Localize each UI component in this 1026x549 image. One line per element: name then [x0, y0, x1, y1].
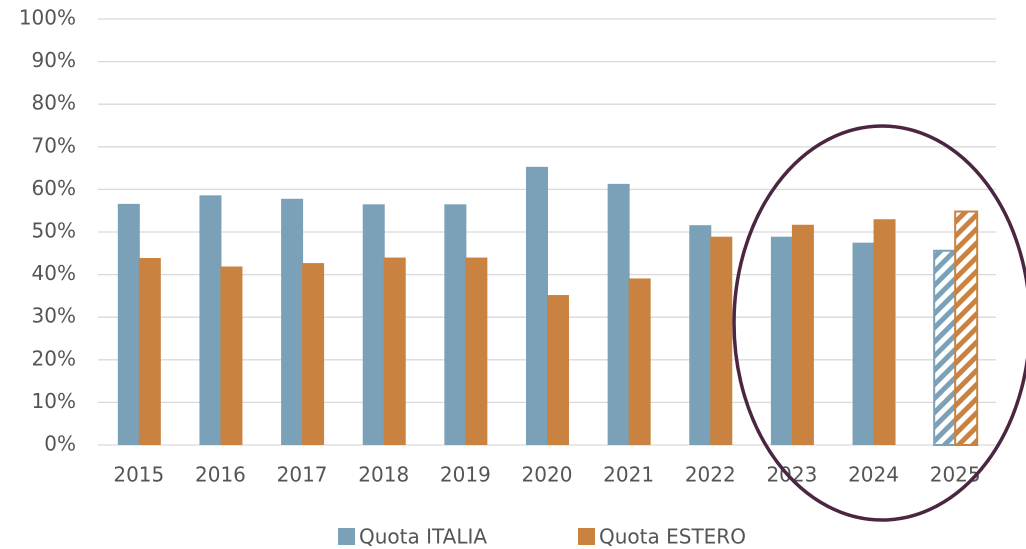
bar — [954, 210, 979, 446]
bar — [199, 195, 222, 445]
bar — [302, 263, 325, 445]
bar — [444, 204, 467, 445]
bar — [873, 219, 896, 445]
bar — [791, 224, 814, 445]
y-tick-label: 70% — [32, 133, 76, 157]
x-tick-label: 2024 — [848, 463, 899, 487]
y-tick-label: 80% — [32, 91, 76, 115]
legend-label: Quota ITALIA — [359, 525, 487, 549]
legend-swatch — [578, 528, 595, 545]
y-tick-label: 50% — [32, 219, 76, 243]
y-tick-label: 60% — [32, 176, 76, 200]
x-tick-label: 2016 — [195, 463, 246, 487]
legend-label: Quota ESTERO — [599, 525, 746, 549]
bar — [710, 236, 733, 445]
x-tick-label: 2025 — [930, 463, 981, 487]
x-tick-label: 2015 — [113, 463, 164, 487]
y-tick-label: 90% — [32, 48, 76, 72]
bar — [770, 236, 793, 445]
bar — [465, 257, 488, 445]
x-tick-label: 2023 — [766, 463, 817, 487]
bar — [852, 242, 875, 445]
highlight-ellipse — [732, 124, 1026, 522]
bar — [547, 295, 569, 445]
bar — [117, 203, 140, 445]
bar — [526, 166, 548, 445]
bar — [281, 198, 304, 445]
x-tick-label: 2020 — [522, 463, 573, 487]
bar — [138, 257, 161, 445]
x-tick-label: 2019 — [440, 463, 491, 487]
bar — [220, 266, 243, 445]
bar — [628, 278, 651, 445]
legend-swatch — [338, 528, 355, 545]
bar — [383, 257, 406, 445]
y-tick-label: 40% — [32, 261, 76, 285]
x-tick-label: 2021 — [603, 463, 654, 487]
plot-area: 0% 10% 20% 30% 40% 50% 60% 70% 80% 90% 100% 2015 201… — [19, 6, 996, 549]
x-tick-label: 2022 — [685, 463, 736, 487]
y-tick-label: 0% — [44, 432, 76, 456]
bar — [362, 204, 385, 445]
y-tick-label: 100% — [19, 6, 76, 30]
x-tick-label: 2018 — [358, 463, 409, 487]
bar — [933, 249, 958, 446]
y-tick-label: 30% — [32, 304, 76, 328]
y-tick-label: 10% — [32, 389, 76, 413]
bar — [607, 183, 630, 445]
bar — [689, 225, 712, 445]
x-tick-label: 2017 — [277, 463, 328, 487]
y-tick-label: 20% — [32, 346, 76, 370]
